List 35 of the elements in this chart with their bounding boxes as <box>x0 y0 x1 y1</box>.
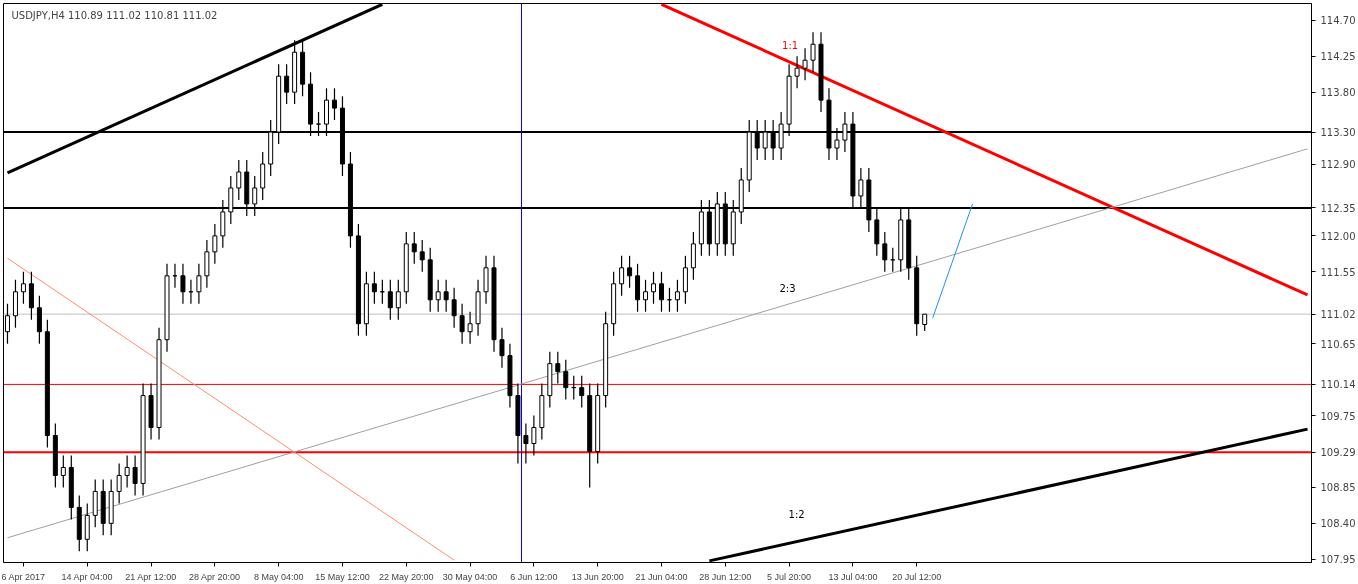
x-tick-label: 5 Jul 20:00 <box>767 571 812 582</box>
x-tick-label: 28 Apr 20:00 <box>189 571 241 582</box>
x-tick-label: 8 May 04:00 <box>253 571 304 582</box>
x-tick-label: 22 May 20:00 <box>379 571 434 582</box>
ref-line-label: 111.02 <box>1320 309 1356 321</box>
y-tick-label: 114.70 <box>1320 15 1356 27</box>
ref-line-label: 110.14 <box>1320 379 1356 391</box>
y-tick-label: 107.95 <box>1320 554 1356 566</box>
x-tick-label: 13 Jun 20:00 <box>571 571 624 582</box>
y-tick-label: 113.80 <box>1320 87 1356 99</box>
x-tick-label: 21 Jun 04:00 <box>635 571 688 582</box>
x-tick-label: 30 May 04:00 <box>442 571 498 582</box>
y-tick-label: 110.65 <box>1320 338 1356 350</box>
y-tick-label: 108.85 <box>1320 482 1356 494</box>
annotation: 2:3 <box>779 283 796 295</box>
x-tick-label: 13 Jul 04:00 <box>828 571 878 582</box>
x-tick-label: 15 May 12:00 <box>315 571 370 582</box>
y-tick-label: 114.25 <box>1320 51 1356 63</box>
y-tick-label: 108.40 <box>1320 518 1356 530</box>
annotation: 1:2 <box>788 509 805 521</box>
x-tick-label: 6 Apr 2017 <box>1 571 45 582</box>
text: USDJPY,H4 110.89 111.02 110.81 111.02 <box>11 9 218 21</box>
x-tick-label: 28 Jun 12:00 <box>699 571 752 582</box>
x-tick-label: 14 Apr 04:00 <box>61 571 113 582</box>
y-tick-label: 109.75 <box>1320 410 1356 422</box>
y-tick-label: 112.00 <box>1320 230 1356 242</box>
ref-line-label: 113.30 <box>1320 127 1356 139</box>
y-tick-label: 112.90 <box>1320 159 1356 171</box>
y-tick-label: 111.55 <box>1320 266 1356 278</box>
annotation: 1:1 <box>782 39 799 51</box>
x-tick-label: 6 Jun 12:00 <box>510 571 558 582</box>
x-tick-label: 21 Apr 12:00 <box>125 571 177 582</box>
x-tick-label: 20 Jul 12:00 <box>892 571 942 582</box>
ref-line-label: 112.35 <box>1320 202 1356 214</box>
ref-line-label: 109.29 <box>1320 447 1356 459</box>
